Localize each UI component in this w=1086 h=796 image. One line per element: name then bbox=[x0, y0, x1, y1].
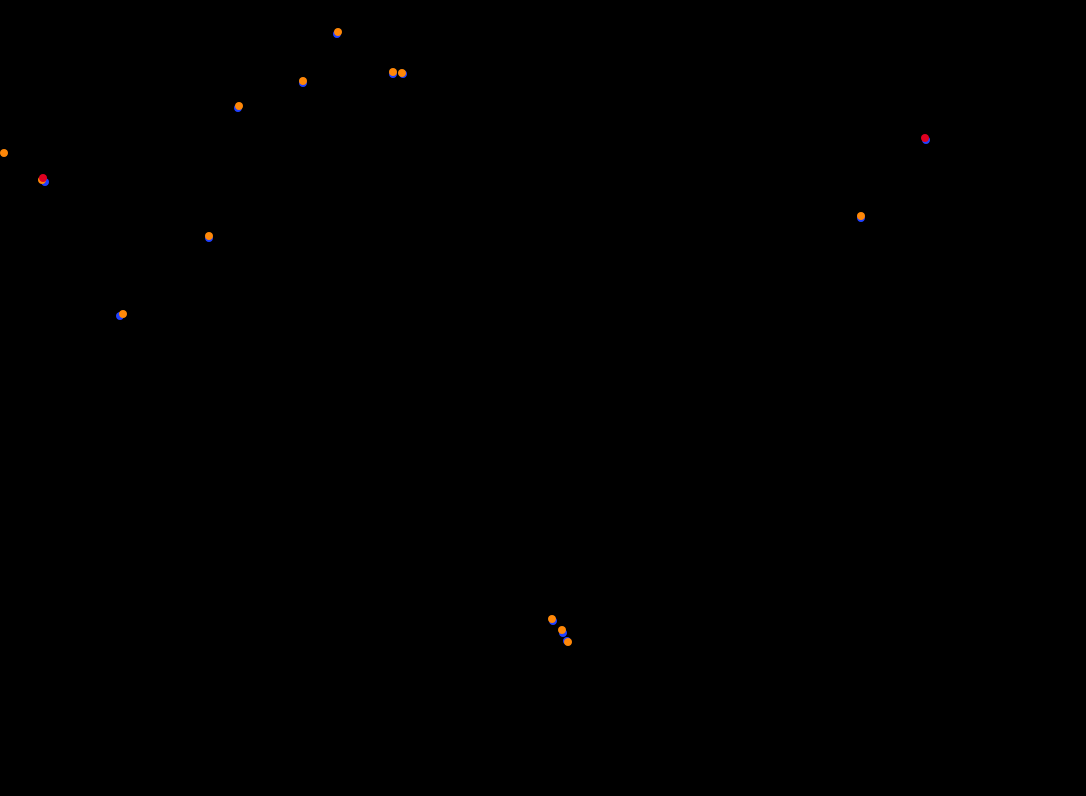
scatter-point bbox=[39, 174, 47, 182]
scatter-plot bbox=[0, 0, 1086, 796]
scatter-point bbox=[299, 77, 307, 85]
scatter-point bbox=[857, 212, 865, 220]
scatter-point bbox=[205, 232, 213, 240]
scatter-point bbox=[398, 69, 406, 77]
scatter-point bbox=[235, 102, 243, 110]
scatter-point bbox=[548, 615, 556, 623]
scatter-point bbox=[389, 68, 397, 76]
scatter-point bbox=[921, 134, 929, 142]
scatter-point bbox=[564, 638, 572, 646]
scatter-point bbox=[0, 149, 8, 157]
scatter-point bbox=[119, 310, 127, 318]
scatter-point bbox=[334, 28, 342, 36]
scatter-point bbox=[558, 626, 566, 634]
